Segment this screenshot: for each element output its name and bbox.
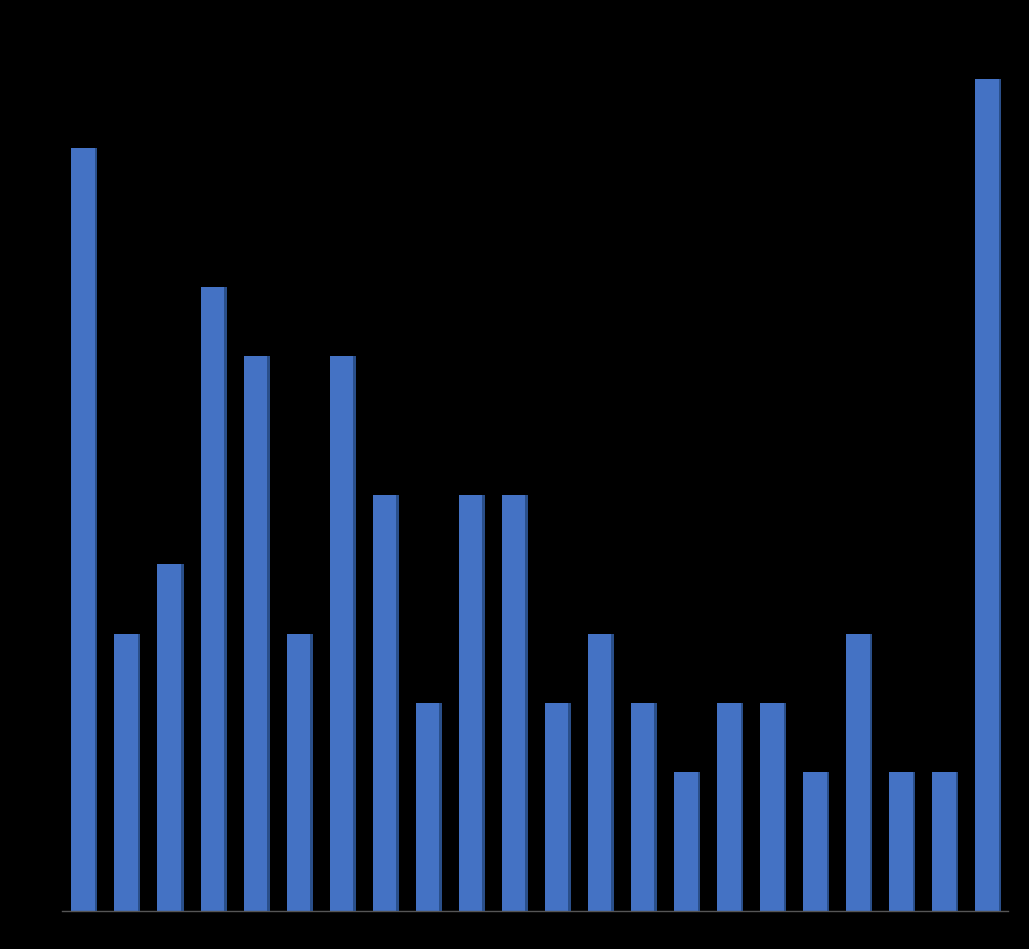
Bar	[157, 565, 181, 911]
Bar	[759, 703, 783, 911]
Polygon shape	[268, 356, 270, 911]
Polygon shape	[526, 495, 528, 911]
Polygon shape	[999, 79, 1001, 911]
Bar	[544, 703, 568, 911]
Bar	[889, 772, 913, 911]
Polygon shape	[826, 772, 829, 911]
Bar	[846, 634, 870, 911]
Bar	[803, 772, 826, 911]
Bar	[674, 772, 698, 911]
Bar	[502, 495, 526, 911]
Bar	[588, 634, 611, 911]
Polygon shape	[698, 772, 700, 911]
Polygon shape	[611, 634, 614, 911]
Polygon shape	[784, 703, 786, 911]
Polygon shape	[870, 634, 872, 911]
Polygon shape	[396, 495, 398, 911]
Bar	[201, 287, 224, 911]
Polygon shape	[95, 148, 98, 911]
Polygon shape	[741, 703, 743, 911]
Polygon shape	[138, 634, 141, 911]
Bar	[459, 495, 483, 911]
Bar	[416, 703, 439, 911]
Polygon shape	[483, 495, 485, 911]
Polygon shape	[956, 772, 958, 911]
Polygon shape	[568, 703, 571, 911]
Bar	[717, 703, 741, 911]
Bar	[631, 703, 654, 911]
Polygon shape	[654, 703, 657, 911]
Polygon shape	[913, 772, 915, 911]
Bar	[71, 148, 95, 911]
Bar	[244, 356, 268, 911]
Polygon shape	[353, 356, 356, 911]
Polygon shape	[224, 287, 226, 911]
Bar	[114, 634, 138, 911]
Polygon shape	[311, 634, 313, 911]
Bar	[975, 79, 999, 911]
Polygon shape	[181, 565, 183, 911]
Bar	[932, 772, 956, 911]
Polygon shape	[439, 703, 441, 911]
Bar	[286, 634, 311, 911]
Bar	[372, 495, 396, 911]
Bar	[329, 356, 353, 911]
